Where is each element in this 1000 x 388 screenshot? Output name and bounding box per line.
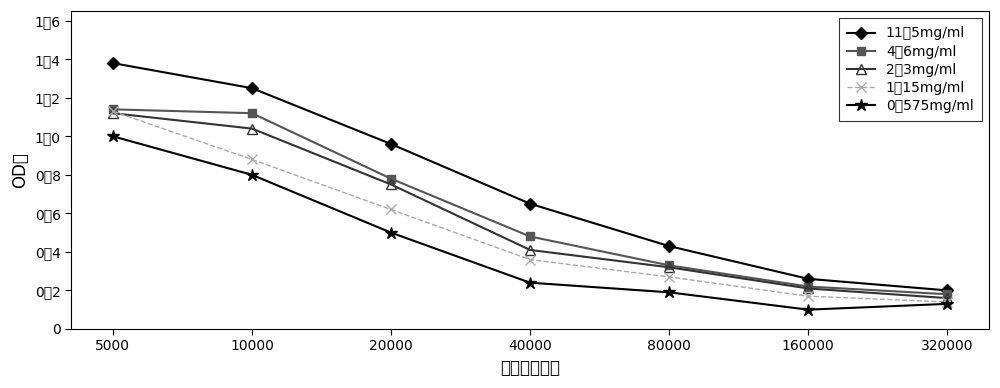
- 11．5mg/ml: [802, 277, 814, 281]
- 0．575mg/ml: [802, 307, 814, 312]
- 11．5mg/ml: [385, 142, 397, 146]
- Line: 0．575mg/ml: 0．575mg/ml: [107, 130, 953, 316]
- 11．5mg/ml: [524, 201, 536, 206]
- 1．15mg/ml: [246, 157, 258, 162]
- Line: 2．3mg/ml: 2．3mg/ml: [108, 108, 952, 303]
- 4．6mg/ml: [802, 284, 814, 289]
- 4．6mg/ml: [246, 111, 258, 116]
- 11．5mg/ml: [941, 288, 953, 293]
- 0．575mg/ml: [663, 290, 675, 294]
- 11．5mg/ml: [663, 244, 675, 248]
- 11．5mg/ml: [107, 61, 119, 66]
- 0．575mg/ml: [524, 281, 536, 285]
- 0．575mg/ml: [107, 134, 119, 139]
- Line: 1．15mg/ml: 1．15mg/ml: [108, 106, 952, 307]
- 2．3mg/ml: [385, 182, 397, 187]
- 1．15mg/ml: [107, 109, 119, 114]
- 2．3mg/ml: [107, 111, 119, 116]
- 1．15mg/ml: [802, 294, 814, 298]
- 1．15mg/ml: [524, 257, 536, 262]
- 0．575mg/ml: [246, 173, 258, 177]
- 4．6mg/ml: [663, 263, 675, 268]
- 2．3mg/ml: [246, 126, 258, 131]
- Line: 4．6mg/ml: 4．6mg/ml: [109, 105, 951, 298]
- 11．5mg/ml: [246, 86, 258, 90]
- 4．6mg/ml: [524, 234, 536, 239]
- Legend: 11．5mg/ml, 4．6mg/ml, 2．3mg/ml, 1．15mg/ml, 0．575mg/ml: 11．5mg/ml, 4．6mg/ml, 2．3mg/ml, 1．15mg/ml…: [839, 18, 982, 121]
- 1．15mg/ml: [663, 275, 675, 279]
- 2．3mg/ml: [802, 286, 814, 291]
- 4．6mg/ml: [107, 107, 119, 112]
- 1．15mg/ml: [941, 300, 953, 304]
- 0．575mg/ml: [385, 230, 397, 235]
- 0．575mg/ml: [941, 301, 953, 306]
- 4．6mg/ml: [385, 177, 397, 181]
- X-axis label: 血清稀释倍数: 血清稀释倍数: [500, 359, 560, 377]
- 2．3mg/ml: [524, 248, 536, 252]
- 1．15mg/ml: [385, 207, 397, 212]
- Line: 11．5mg/ml: 11．5mg/ml: [109, 59, 951, 294]
- 2．3mg/ml: [663, 265, 675, 270]
- 4．6mg/ml: [941, 292, 953, 296]
- 2．3mg/ml: [941, 296, 953, 300]
- Y-axis label: OD値: OD値: [11, 152, 29, 188]
